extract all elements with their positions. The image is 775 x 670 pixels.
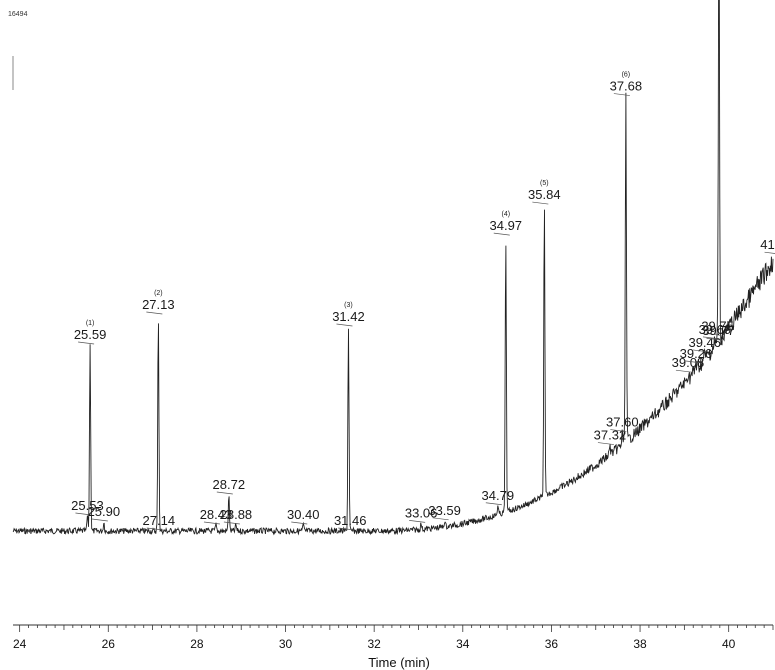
x-tick-label-6: 36 xyxy=(545,637,559,651)
peak-leader-19 xyxy=(675,369,692,373)
peak-leader-7 xyxy=(223,521,240,525)
peak-label-7: 28.88 xyxy=(220,507,253,522)
peak-leader-10 xyxy=(338,527,355,531)
peak-number-3: (2) xyxy=(154,290,163,297)
peak-leader-1 xyxy=(78,341,95,345)
peak-leader-14 xyxy=(493,232,510,236)
peak-label-1: 25.59 xyxy=(74,327,107,342)
x-tick-label-2: 28 xyxy=(190,637,204,651)
peak-label-15: 35.84 xyxy=(528,187,561,202)
peak-leader-3 xyxy=(146,311,163,315)
x-tick-label-5: 34 xyxy=(456,637,470,651)
peak-number-1: (1) xyxy=(86,320,95,327)
x-tick-label-3: 30 xyxy=(279,637,293,651)
peak-number-15: (5) xyxy=(540,180,549,187)
corner-id: 16494 xyxy=(8,11,28,18)
peak-leader-17 xyxy=(610,429,627,432)
peak-leader-23 xyxy=(705,333,722,336)
peak-leader-26 xyxy=(764,251,775,254)
peak-leader-18 xyxy=(613,93,630,96)
peak-label-12: 33.59 xyxy=(428,503,461,518)
peak-label-3: 27.13 xyxy=(142,297,175,312)
x-tick-label-8: 40 xyxy=(722,637,736,651)
peak-label-20: 39.26 xyxy=(680,346,713,361)
peak-number-9: (3) xyxy=(344,302,353,309)
peak-label-5: 28.43 xyxy=(200,507,233,522)
peak-leader-6 xyxy=(216,491,233,495)
x-tick-label-7: 38 xyxy=(633,637,647,651)
peak-leader-4 xyxy=(146,527,163,531)
peak-leader-16 xyxy=(597,442,614,445)
peak-label-8: 30.40 xyxy=(287,507,320,522)
peak-label-10: 31.46 xyxy=(334,513,367,528)
peak-leader-2 xyxy=(91,518,108,522)
peak-leader-24 xyxy=(706,337,723,341)
peak-leader-9 xyxy=(336,323,353,327)
peak-label-9: 31.42 xyxy=(332,309,365,324)
peak-label-21: 39.46 xyxy=(688,335,721,350)
peak-leader-21 xyxy=(692,349,709,353)
peak-number-18: (6) xyxy=(622,72,631,79)
peak-label-13: 34.79 xyxy=(482,488,515,503)
peak-label-16: 37.32 xyxy=(594,428,627,443)
peak-label-26: 41.08 xyxy=(760,237,775,252)
peak-label-11: 33.06 xyxy=(405,505,438,520)
x-axis-label: Time (min) xyxy=(368,655,430,670)
signal-trace xyxy=(12,0,774,536)
peak-leader-5 xyxy=(203,521,221,525)
x-tick-label-4: 32 xyxy=(367,637,381,651)
x-tick-label-0: 24 xyxy=(13,637,27,651)
peak-leader-13 xyxy=(485,502,502,506)
peak-label-22: 39.69 xyxy=(699,322,732,337)
peak-label-14: 34.97 xyxy=(490,218,523,233)
peak-label-0: 25.53 xyxy=(71,498,104,513)
peak-leader-11 xyxy=(409,520,426,523)
peak-label-4: 27.14 xyxy=(143,513,176,528)
peak-label-2: 25.90 xyxy=(88,504,121,519)
peak-label-layer: 25.53 25.59(1) 25.90 27.13(2) 27.14 28.43 28.7… xyxy=(71,72,775,531)
peak-leader-12 xyxy=(432,517,449,521)
peak-leader-20 xyxy=(683,360,700,364)
peak-label-24: 39.77 xyxy=(702,323,735,338)
peak-label-19: 39.08 xyxy=(672,355,705,370)
peak-label-23: 39.75 xyxy=(701,318,734,333)
peak-label-6: 28.72 xyxy=(213,477,246,492)
x-axis: 24 26 28 30 32 34 36 38 40 xyxy=(13,624,774,651)
peak-label-17: 37.60 xyxy=(606,415,639,430)
peak-leader-0 xyxy=(75,512,92,516)
peak-leader-15 xyxy=(532,201,549,205)
peak-leader-22 xyxy=(702,336,719,340)
peak-number-14: (4) xyxy=(502,211,511,218)
x-tick-label-1: 26 xyxy=(102,637,116,651)
trace-layer xyxy=(12,0,774,536)
peak-leader-8 xyxy=(291,521,308,525)
peak-label-18: 37.68 xyxy=(610,79,643,94)
